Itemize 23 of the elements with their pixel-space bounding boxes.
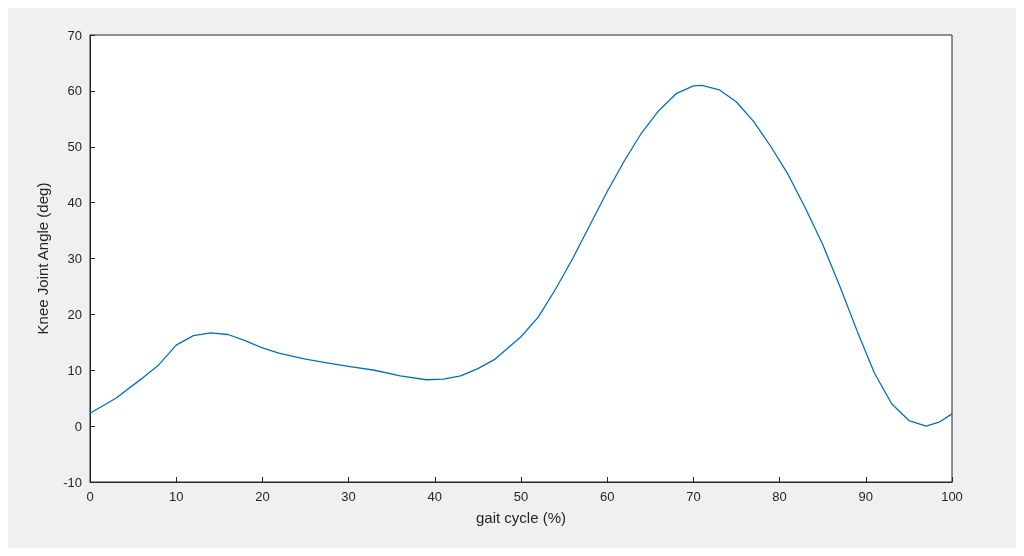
line-series — [89, 84, 953, 427]
x-axis-title: gait cycle (%) — [475, 509, 567, 526]
x-tick-label: 20 — [255, 489, 270, 504]
y-axis-title: Knee Joint Angle (deg) — [34, 182, 51, 335]
y-tick-label: 50 — [67, 139, 82, 155]
y-tick-label: 40 — [67, 195, 82, 211]
x-tick-label: 50 — [513, 489, 529, 504]
y-tick-label: 0 — [74, 418, 82, 434]
y-tick-label: 70 — [67, 27, 82, 43]
y-tick-label: 30 — [67, 251, 82, 266]
y-tick-label: 10 — [67, 362, 82, 378]
y-tick-label: 20 — [67, 306, 82, 322]
x-tick-label: 10 — [168, 489, 184, 504]
x-tick-label: 70 — [686, 489, 701, 504]
x-tick-label: 0 — [86, 489, 94, 504]
x-tick-label: 100 — [941, 489, 963, 504]
y-tick-label: -10 — [63, 474, 82, 490]
x-tick-label: 30 — [341, 489, 356, 504]
x-tick-label: 90 — [858, 489, 874, 504]
x-tick-label: 80 — [772, 489, 787, 504]
x-tick-label: 60 — [599, 489, 615, 504]
x-tick-label: 40 — [427, 489, 443, 504]
y-tick-label: 60 — [67, 83, 82, 99]
